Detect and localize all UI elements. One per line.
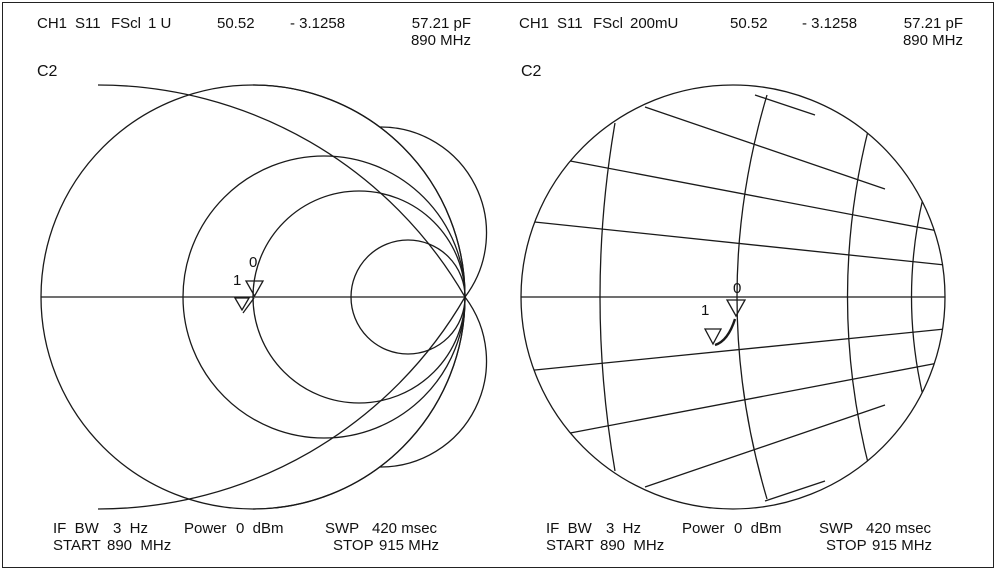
marker-0-label: 0 — [733, 280, 741, 297]
fan-line-2 — [565, 160, 938, 231]
sweep-value: 420 msec — [866, 520, 931, 537]
if-bw-label: IF BW — [546, 520, 592, 537]
marker-1-label: 1 — [701, 302, 709, 319]
stop-value: 915 MHz — [872, 537, 932, 554]
start-value: 890 MHz — [600, 537, 664, 554]
fan-line-bottom — [765, 481, 825, 501]
start-value: 890 MHz — [107, 537, 171, 554]
if-bw-value: 3 Hz — [606, 520, 641, 537]
if-bw-label: IF BW — [53, 520, 99, 537]
reactance-arc-pos-0.5 — [98, 85, 465, 297]
power-label: Power — [184, 520, 227, 537]
start-label: START — [546, 537, 594, 554]
power-label: Power — [682, 520, 725, 537]
sweep-label: SWP — [325, 520, 359, 537]
marker-1-label: 1 — [233, 272, 241, 289]
left-panel: CH1 S11 FScl 1 U 50.52 - 3.1258 57.21 pF… — [3, 3, 497, 569]
marker-1-triangle — [705, 329, 721, 344]
marker-0-triangle — [727, 300, 745, 316]
display-frame: CH1 S11 FScl 1 U 50.52 - 3.1258 57.21 pF… — [2, 2, 994, 568]
sweep-label: SWP — [819, 520, 853, 537]
reactance-arc-neg-2 — [380, 297, 487, 467]
fan-line-5 — [565, 363, 938, 434]
fan-line-3 — [525, 221, 945, 265]
start-label: START — [53, 537, 101, 554]
sweep-value: 420 msec — [372, 520, 437, 537]
if-bw-value: 3 Hz — [113, 520, 148, 537]
power-value: 0 dBm — [236, 520, 284, 537]
left-smith-chart: 1 0 — [3, 3, 497, 569]
stop-label: STOP — [826, 537, 867, 554]
reactance-arc-pos-2 — [380, 127, 487, 297]
trace-curve — [715, 319, 735, 345]
stop-value: 915 MHz — [379, 537, 439, 554]
right-zoomed-chart: 1 0 — [495, 3, 989, 569]
right-panel: CH1 S11 FScl 200mU 50.52 - 3.1258 57.21 … — [495, 3, 989, 569]
power-value: 0 dBm — [734, 520, 782, 537]
fan-line-4 — [525, 329, 945, 371]
marker-0-label: 0 — [249, 254, 257, 271]
reactance-arc-neg-0.5 — [98, 297, 465, 509]
stop-label: STOP — [333, 537, 374, 554]
